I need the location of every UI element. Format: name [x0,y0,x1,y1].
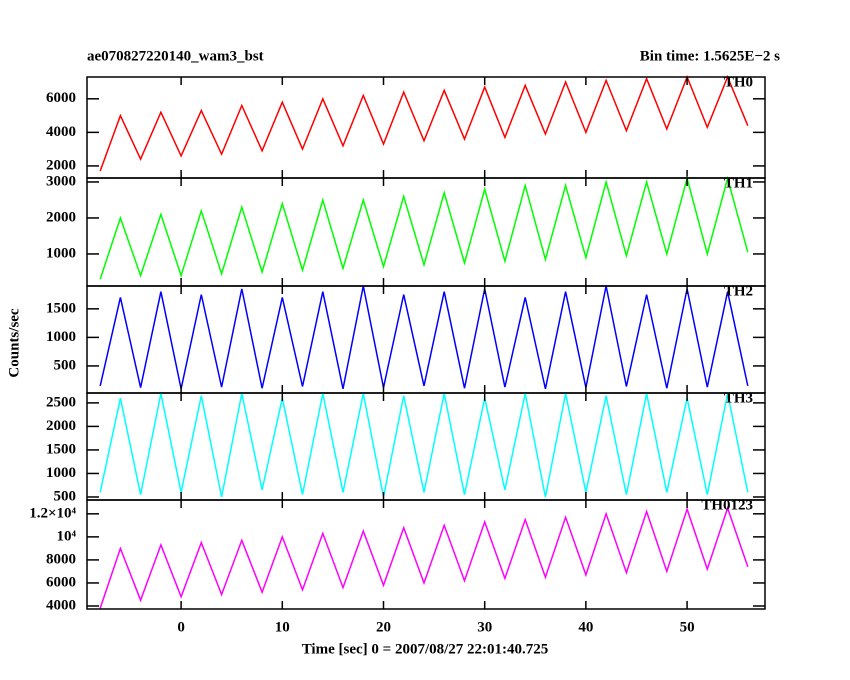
y-tick-label: 2500 [46,394,76,410]
panel-label: TH2 [724,283,753,299]
x-axis-label: Time [sec] 0 = 2007/08/27 22:01:40.725 [302,641,549,657]
x-tick-label: 20 [376,619,391,635]
light-curve [99,175,749,280]
y-tick-label: 2000 [46,157,76,173]
x-tick-label: 10 [275,619,290,635]
panel-label: TH0123 [701,497,753,513]
y-tick-label: 1.2×10⁴ [29,505,76,521]
light-curve [99,393,749,498]
y-tick-label: 6000 [46,90,76,106]
panel-frame [86,499,766,610]
y-tick-label: 2000 [46,418,76,434]
chart-subtitle: Bin time: 1.5625E−2 s [640,48,780,64]
panel-frame [86,76,766,179]
y-axis-label: Counts/sec [6,308,22,378]
y-tick-label: 500 [54,357,77,373]
panel-frame [86,177,766,287]
chart-title: ae070827220140_wam3_bst [87,48,264,64]
y-tick-label: 1000 [46,465,76,481]
y-tick-label: 6000 [46,574,76,590]
y-tick-label: 4000 [46,597,76,613]
light-curve [99,505,749,609]
y-tick-label: 8000 [46,551,76,567]
y-tick-label: 2000 [46,209,76,225]
y-tick-label: 1500 [46,441,76,457]
light-curve [99,285,749,389]
panel-label: TH0 [724,74,753,90]
x-tick-label: 50 [680,619,695,635]
y-tick-label: 1500 [46,300,76,316]
panel-label: TH1 [724,175,753,191]
x-tick-label: 30 [477,619,492,635]
y-tick-label: 3000 [46,173,76,189]
y-tick-label: 500 [54,488,77,504]
y-tick-label: 1000 [46,329,76,345]
x-tick-label: 40 [578,619,593,635]
y-tick-label: 10⁴ [57,528,77,544]
x-tick-label: 0 [177,619,185,635]
light-curve [99,74,749,172]
y-tick-label: 1000 [46,245,76,261]
y-tick-label: 4000 [46,124,76,140]
panel-label: TH3 [724,390,753,406]
